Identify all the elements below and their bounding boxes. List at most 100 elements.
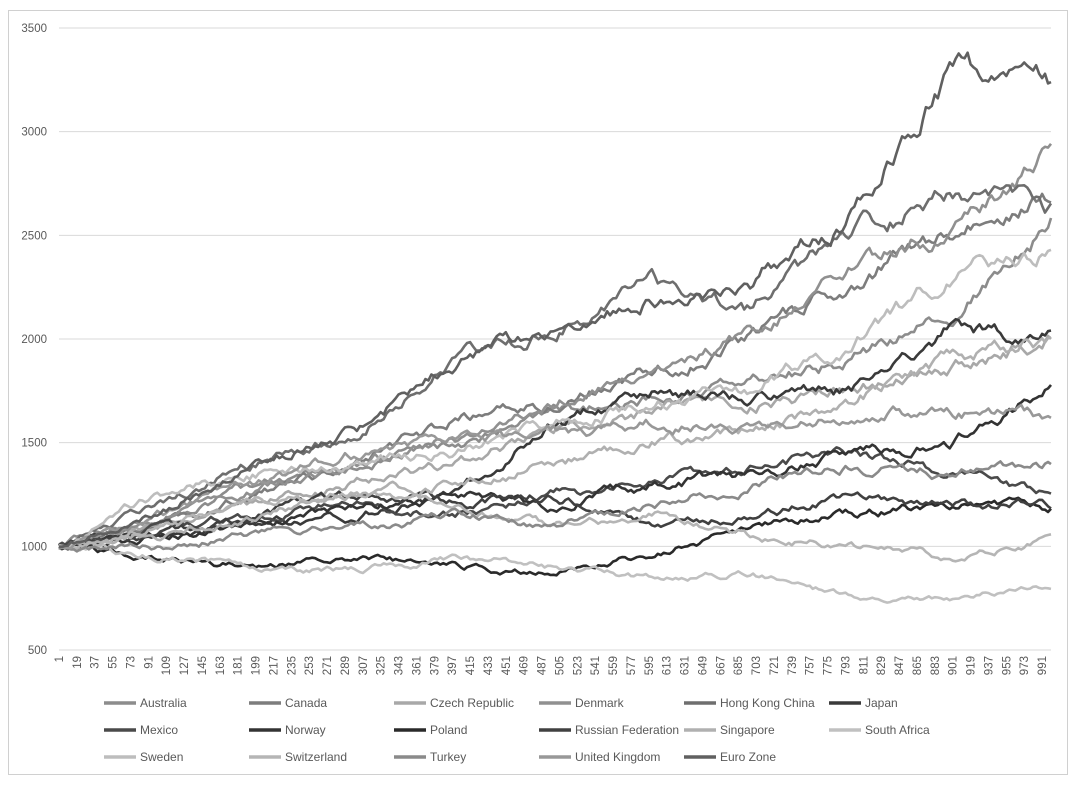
- legend-item: Czech Republic: [394, 696, 514, 710]
- legend-label: Poland: [430, 723, 467, 737]
- x-tick-label: 901: [948, 656, 960, 675]
- x-tick-label: 523: [572, 656, 584, 675]
- legend-item: Turkey: [394, 750, 466, 764]
- legend-label: Euro Zone: [720, 750, 776, 764]
- legend-label: Switzerland: [285, 750, 347, 764]
- chart-frame: 500 1000 1500 2000 2500 3000 3500 1 19 37 55 73 91 1…: [8, 10, 1068, 775]
- legend-label: Russian Federation: [575, 723, 679, 737]
- x-tick-label: 109: [161, 656, 173, 675]
- x-tick-label: 433: [483, 656, 495, 675]
- y-tick-label: 2500: [21, 230, 47, 242]
- x-tick-label: 883: [930, 656, 942, 675]
- x-tick-label: 361: [411, 656, 423, 675]
- y-tick-label: 1000: [21, 541, 47, 553]
- series-line: [58, 384, 1052, 551]
- x-tick-label: 397: [447, 656, 459, 675]
- series-line: [58, 217, 1053, 547]
- x-tick-label: 271: [322, 656, 334, 675]
- series-line: [58, 496, 1052, 577]
- x-tick-label: 595: [644, 656, 656, 675]
- y-tick-label: 3500: [21, 23, 47, 35]
- x-tick-label: 775: [823, 656, 835, 675]
- legend-label: Denmark: [575, 696, 625, 710]
- x-tick-label: 379: [429, 656, 441, 675]
- legend-item: Hong Kong China: [684, 696, 815, 710]
- x-tick-label: 181: [233, 656, 245, 675]
- x-tick-label: 343: [394, 656, 406, 675]
- series-line: [58, 335, 1052, 548]
- legend-label: Sweden: [140, 750, 183, 764]
- x-tick-label: 163: [215, 656, 227, 675]
- x-tick-label: 667: [715, 656, 727, 675]
- x-tick-label: 451: [501, 656, 513, 675]
- legend-label: United Kingdom: [575, 750, 660, 764]
- x-tick-label: 1: [54, 656, 66, 662]
- legend-label: Canada: [285, 696, 327, 710]
- legend-label: Singapore: [720, 723, 775, 737]
- x-tick-label: 829: [876, 656, 888, 675]
- y-tick-label: 500: [28, 645, 47, 657]
- y-tick-label: 1500: [21, 438, 47, 450]
- x-tick-label: 325: [376, 656, 388, 675]
- x-axis: 1 19 37 55 73 91 109 127 145 163 181 199 217 235 253 27…: [54, 656, 1049, 675]
- series-line: [58, 489, 1052, 551]
- legend-label: Norway: [285, 723, 326, 737]
- x-tick-label: 577: [626, 656, 638, 675]
- series-line: [58, 248, 1052, 550]
- x-tick-label: 703: [751, 656, 763, 675]
- x-tick-label: 685: [733, 656, 745, 675]
- legend-label: Australia: [140, 696, 187, 710]
- legend-item: Euro Zone: [684, 750, 776, 764]
- x-tick-label: 505: [554, 656, 566, 675]
- x-tick-label: 487: [537, 656, 549, 675]
- x-tick-label: 757: [805, 656, 817, 675]
- x-tick-label: 217: [268, 656, 280, 675]
- series-line: [58, 184, 1053, 548]
- x-tick-label: 19: [72, 656, 84, 669]
- series-line: [58, 51, 1052, 549]
- legend-item: Norway: [249, 723, 326, 737]
- x-tick-label: 145: [197, 656, 209, 675]
- legend-item: Sweden: [104, 750, 183, 764]
- x-tick-label: 199: [251, 656, 263, 675]
- x-tick-label: 811: [858, 656, 870, 674]
- legend-label: Mexico: [140, 723, 178, 737]
- x-tick-label: 55: [108, 656, 120, 669]
- legend: Australia Canada Czech Republic Denmark Hong…: [104, 696, 930, 764]
- legend-label: Czech Republic: [430, 696, 514, 710]
- x-tick-label: 541: [590, 656, 602, 675]
- legend-item: Switzerland: [249, 750, 347, 764]
- x-tick-label: 289: [340, 656, 352, 675]
- x-tick-label: 469: [519, 656, 531, 675]
- legend-label: South Africa: [865, 723, 930, 737]
- x-tick-label: 631: [680, 656, 692, 675]
- x-tick-label: 955: [1001, 656, 1013, 675]
- legend-label: Hong Kong China: [720, 696, 815, 710]
- x-tick-label: 127: [179, 656, 191, 675]
- x-tick-label: 865: [912, 656, 924, 675]
- series-line: [58, 142, 1053, 549]
- x-tick-label: 37: [90, 656, 102, 669]
- x-tick-label: 73: [125, 656, 137, 669]
- x-tick-label: 847: [894, 656, 906, 675]
- x-tick-label: 649: [697, 656, 709, 675]
- legend-item: Japan: [829, 696, 898, 710]
- series-line: [58, 192, 1052, 549]
- x-tick-label: 415: [465, 656, 477, 675]
- y-tick-label: 3000: [21, 127, 47, 139]
- series-line: [58, 403, 1052, 550]
- x-tick-label: 559: [608, 656, 620, 675]
- legend-item: Denmark: [539, 696, 625, 710]
- legend-item: Mexico: [104, 723, 178, 737]
- series-line: [58, 543, 1052, 604]
- x-tick-label: 739: [787, 656, 799, 675]
- legend-label: Japan: [865, 696, 898, 710]
- legend-item: Canada: [249, 696, 327, 710]
- x-tick-label: 253: [304, 656, 316, 675]
- y-tick-label: 2000: [21, 334, 47, 346]
- gridlines: [59, 27, 1051, 651]
- legend-item: South Africa: [829, 723, 930, 737]
- x-tick-label: 307: [358, 656, 370, 675]
- legend-label: Turkey: [430, 750, 466, 764]
- x-tick-label: 919: [966, 656, 978, 675]
